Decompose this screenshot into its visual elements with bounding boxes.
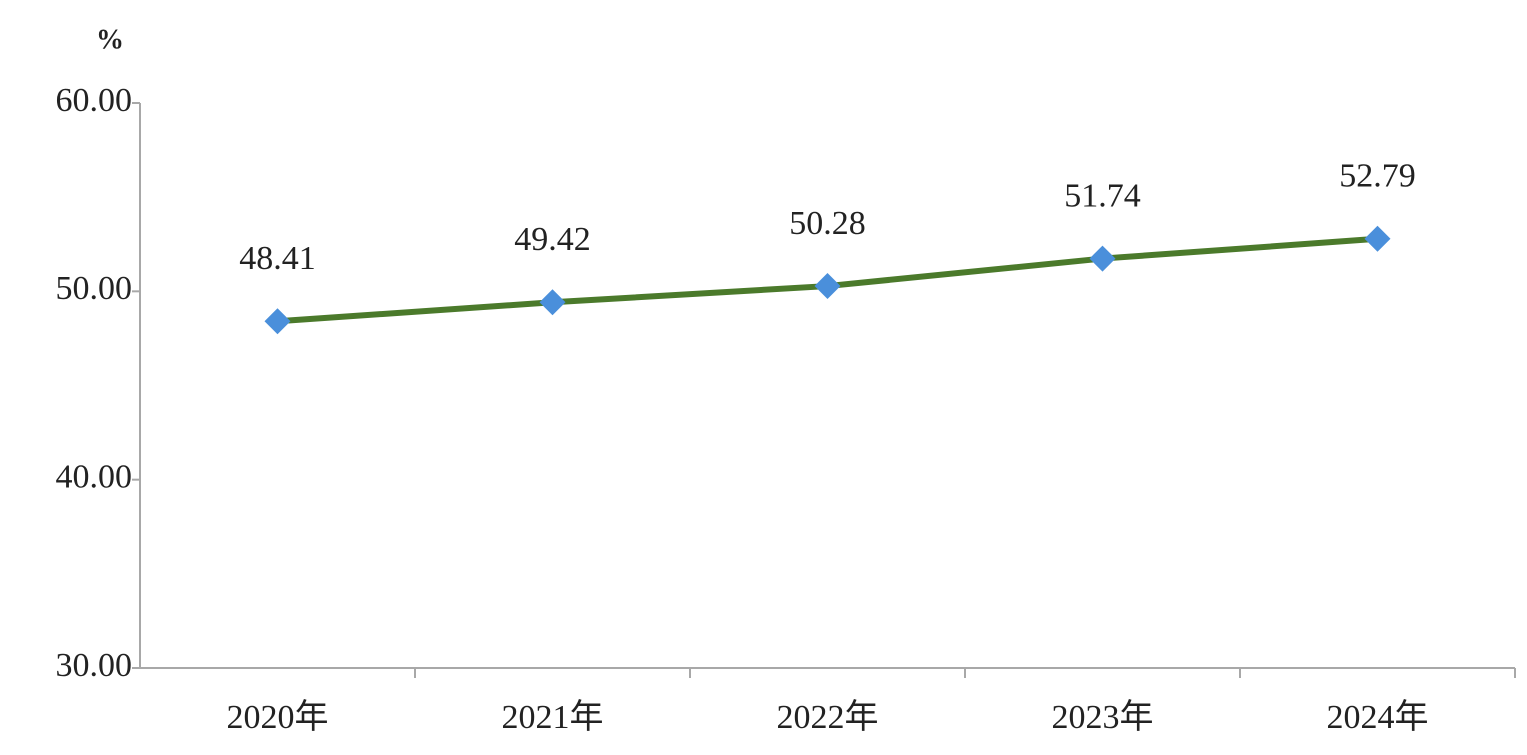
- x-tick-label: 2023年: [1052, 698, 1154, 736]
- y-tick-label: 60.00: [56, 82, 133, 119]
- x-tick-label: 2020年: [227, 698, 329, 736]
- y-unit: %: [96, 24, 124, 55]
- marker: [264, 308, 291, 335]
- marker: [539, 289, 566, 316]
- data-label: 50.28: [789, 205, 866, 242]
- data-label: 48.41: [239, 240, 316, 277]
- data-label: 52.79: [1339, 158, 1416, 195]
- x-tick-label: 2021年: [502, 698, 604, 736]
- y-tick-label: 30.00: [56, 647, 133, 684]
- marker: [814, 273, 841, 300]
- marker: [1089, 245, 1116, 272]
- x-tick-label: 2024年: [1327, 698, 1429, 736]
- y-tick-label: 40.00: [56, 458, 133, 495]
- marker: [1364, 225, 1391, 252]
- y-tick-label: 50.00: [56, 270, 133, 307]
- data-label: 49.42: [514, 221, 591, 258]
- data-label: 51.74: [1064, 177, 1141, 214]
- x-tick-label: 2022年: [777, 698, 879, 736]
